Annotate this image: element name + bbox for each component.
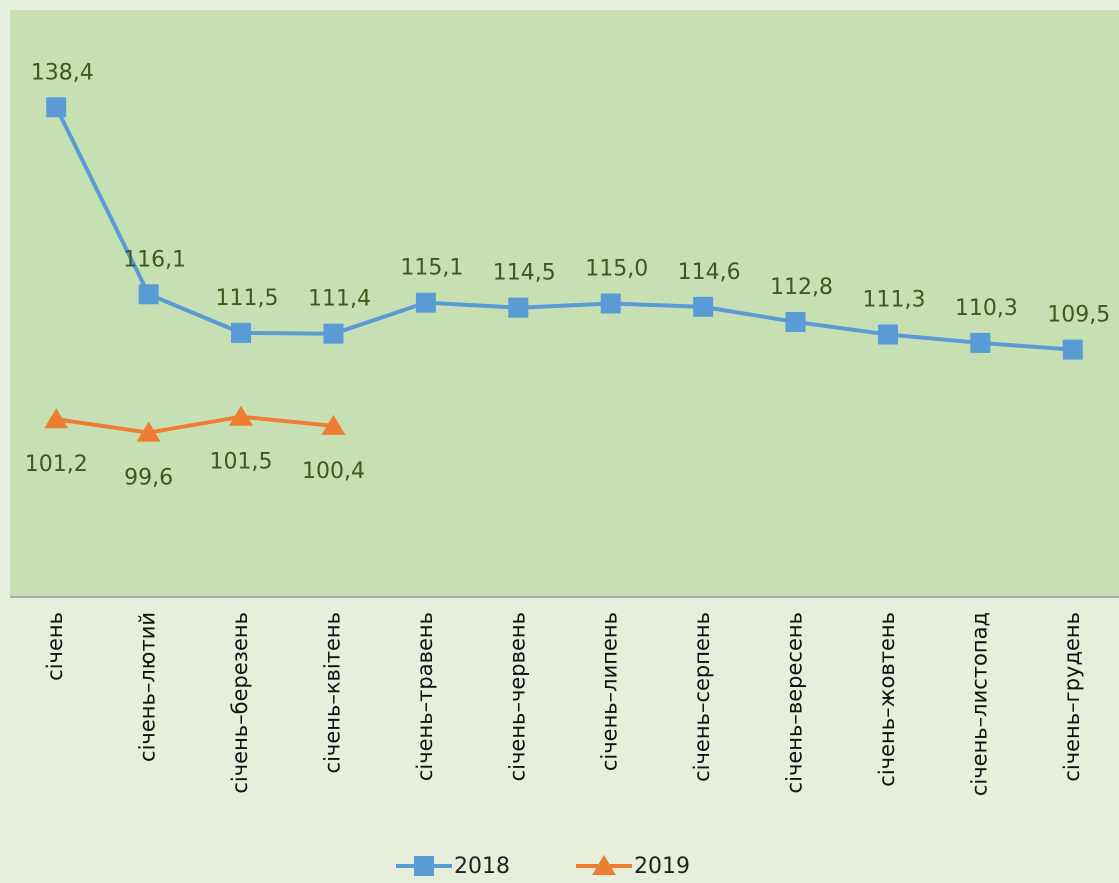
legend-marker	[592, 855, 616, 875]
x-tick-label: січень–жовтень	[875, 612, 899, 787]
data-point	[323, 323, 344, 344]
data-label: 109,5	[1047, 303, 1110, 328]
x-tick-label: січень–лютий	[136, 612, 160, 762]
data-point	[231, 322, 252, 343]
data-label: 100,4	[302, 459, 365, 484]
legend-marker	[414, 856, 434, 876]
data-point	[785, 311, 806, 332]
data-point	[138, 284, 159, 305]
data-point	[415, 292, 436, 313]
data-point	[1062, 339, 1083, 360]
plot-area	[10, 10, 1119, 597]
data-point	[508, 297, 529, 318]
data-label: 114,5	[493, 261, 556, 286]
data-point	[136, 421, 161, 442]
data-label: 115,0	[585, 257, 648, 282]
x-tick-label: січень–липень	[598, 612, 622, 771]
x-tick-label: січень–листопад	[967, 612, 991, 796]
x-tick-label: січень–червень	[505, 612, 529, 781]
x-tick-label: січень	[43, 612, 67, 681]
legend-label: 2019	[634, 854, 690, 879]
data-point	[600, 293, 621, 314]
data-label: 138,4	[31, 60, 94, 85]
data-point	[229, 405, 254, 426]
data-label: 99,6	[124, 466, 173, 491]
series-line	[55, 414, 334, 435]
x-tick-label: січень–грудень	[1060, 612, 1084, 782]
legend-label: 2018	[454, 854, 510, 879]
data-label: 116,1	[123, 247, 186, 272]
data-label: 110,3	[955, 296, 1018, 321]
data-point	[44, 408, 69, 429]
data-label: 111,3	[862, 288, 925, 313]
data-point	[321, 414, 346, 435]
x-tick-label: січень–вересень	[783, 612, 807, 793]
series-line	[54, 106, 1073, 352]
data-label: 101,2	[25, 452, 88, 477]
data-point	[970, 332, 991, 353]
data-label: 114,6	[678, 260, 741, 285]
data-label: 111,5	[216, 286, 279, 311]
data-label: 112,8	[770, 275, 833, 300]
data-point	[693, 296, 714, 317]
data-point	[46, 97, 67, 118]
data-point	[877, 324, 898, 345]
data-label: 115,1	[400, 256, 463, 281]
data-label: 101,5	[210, 450, 273, 475]
x-tick-label: січень–квітень	[320, 612, 344, 773]
x-tick-label: січень–серпень	[690, 612, 714, 782]
data-label: 111,4	[308, 287, 371, 312]
x-tick-label: січень–травень	[413, 612, 437, 781]
x-tick-label: січень–березень	[228, 612, 252, 794]
